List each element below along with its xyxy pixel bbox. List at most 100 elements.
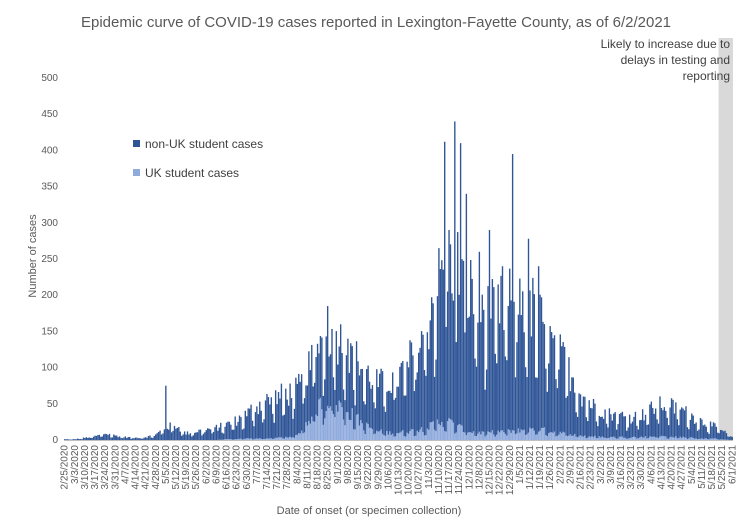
bar-uk-student: [246, 438, 248, 440]
bar-non-uk-student: [276, 404, 278, 439]
x-tick-label: 6/1/2021: [727, 445, 738, 484]
bar-non-uk-student: [118, 436, 121, 440]
bar-non-uk-student: [144, 437, 147, 440]
bar-non-uk-student: [530, 336, 533, 429]
x-tick-label: 3/9/2021: [606, 445, 617, 484]
bar-non-uk-student: [679, 409, 681, 437]
bar-non-uk-student: [172, 430, 174, 440]
bar-uk-student: [458, 424, 460, 440]
legend: non-UK student cases UK student cases: [133, 137, 263, 180]
bar-non-uk-student: [140, 438, 142, 440]
bar-non-uk-student: [293, 408, 296, 438]
bar-non-uk-student: [636, 425, 638, 439]
bar-non-uk-student: [662, 410, 664, 437]
bar-uk-student: [695, 438, 697, 440]
bar-uk-student: [378, 431, 381, 440]
bar-uk-student: [685, 437, 687, 440]
bar-non-uk-student: [535, 377, 537, 435]
x-tick-label: 2/23/2021: [586, 445, 597, 490]
bar-non-uk-student: [572, 377, 574, 436]
bar-uk-student: [654, 437, 657, 440]
bar-non-uk-student: [517, 314, 520, 429]
bar-uk-student: [513, 430, 515, 440]
bar-uk-student: [618, 436, 621, 440]
bar-uk-student: [279, 437, 281, 440]
bar-non-uk-student: [287, 405, 290, 438]
bar-non-uk-student: [493, 287, 495, 435]
bar-uk-student: [719, 439, 722, 440]
x-axis-label: Date of onset (or specimen collection): [277, 505, 462, 517]
bar-uk-student: [704, 438, 706, 440]
bar-non-uk-student: [218, 427, 220, 440]
bar-non-uk-student: [237, 421, 239, 440]
bar-uk-student: [650, 436, 653, 440]
bar-uk-student: [708, 439, 710, 440]
bar-uk-student: [683, 437, 686, 440]
bar-uk-student: [516, 433, 518, 440]
bar-non-uk-student: [442, 269, 444, 428]
bar-non-uk-student: [309, 370, 312, 424]
bar-uk-student: [429, 422, 431, 440]
x-tick-label: 1/26/2021: [545, 445, 556, 490]
bar-non-uk-student: [328, 356, 330, 409]
bar-uk-student: [396, 433, 398, 440]
bar-uk-student: [548, 432, 550, 440]
bar-non-uk-student: [345, 355, 348, 413]
bar-non-uk-student: [267, 397, 270, 439]
bar-non-uk-student: [698, 429, 700, 440]
bar-uk-student: [415, 435, 417, 440]
bar-non-uk-student: [178, 426, 180, 440]
bar-non-uk-student: [370, 388, 372, 428]
bar-non-uk-student: [286, 399, 288, 438]
bar-non-uk-student: [546, 391, 548, 437]
bar-uk-student: [701, 438, 703, 440]
bar-non-uk-student: [657, 423, 660, 438]
bar-non-uk-student: [566, 395, 569, 437]
shaded-region-group: [718, 38, 733, 440]
bar-uk-student: [326, 405, 329, 440]
bar-non-uk-student: [470, 260, 472, 433]
bar-non-uk-student: [87, 437, 89, 440]
bar-non-uk-student: [610, 414, 612, 437]
bar-non-uk-student: [153, 435, 155, 440]
bar-uk-student: [584, 435, 586, 440]
x-tick-label: 3/31/2020: [110, 445, 121, 490]
bar-non-uk-student: [250, 404, 252, 439]
bar-non-uk-student: [646, 424, 648, 439]
bar-uk-student: [565, 435, 567, 440]
y-tick-labels: 0 50 100 150 200 250 300 350 400 450 500: [41, 73, 58, 446]
bar-uk-student: [342, 419, 345, 440]
bar-non-uk-student: [711, 426, 713, 439]
bar-uk-student: [412, 429, 414, 440]
bar-non-uk-student: [389, 390, 391, 432]
bar-non-uk-student: [361, 368, 364, 424]
bar-non-uk-student: [259, 401, 261, 439]
bar-non-uk-student: [500, 275, 502, 431]
bar-uk-student: [558, 434, 560, 440]
x-tick-label: 10/13/2020: [394, 445, 405, 495]
y-axis-label: Number of cases: [27, 214, 39, 298]
bar-non-uk-student: [712, 422, 715, 439]
bar-non-uk-student: [261, 422, 264, 440]
bar-uk-student: [374, 433, 377, 440]
bar-non-uk-student: [217, 430, 219, 440]
bar-uk-student: [559, 431, 561, 440]
bar-non-uk-student: [198, 429, 200, 440]
bar-uk-student: [407, 433, 410, 440]
bar-non-uk-student: [543, 324, 546, 428]
bar-uk-student: [506, 435, 508, 440]
bar-uk-student: [418, 432, 420, 440]
x-tick-label: 3/16/2021: [616, 445, 627, 490]
bar-non-uk-student: [254, 412, 257, 439]
bar-uk-student: [574, 433, 576, 440]
bar-non-uk-student: [322, 395, 325, 425]
bar-uk-student: [228, 439, 231, 440]
bar-uk-student: [519, 432, 521, 440]
bar-uk-student: [325, 411, 327, 440]
bar-uk-student: [659, 436, 661, 440]
bar-non-uk-student: [344, 400, 346, 426]
bar-uk-student: [477, 433, 479, 440]
bar-non-uk-student: [270, 397, 272, 439]
bar-uk-student: [601, 436, 603, 440]
x-tick-label: 2/16/2021: [576, 445, 587, 490]
